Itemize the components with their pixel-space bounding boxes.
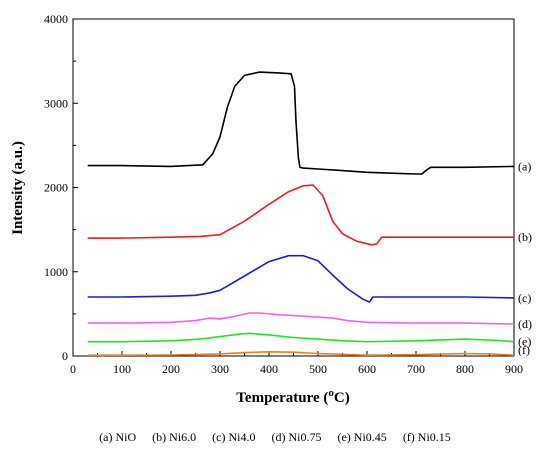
tpr-chart: 0 100 200 300 400 500 600 700 800 900 0 1000 2000 30… [10,12,532,406]
series-label: (c) [518,291,531,305]
x-tick-label: 200 [162,362,180,376]
series-label: (b) [518,230,532,244]
x-tick-label: 100 [113,362,131,376]
series-line-a [87,71,515,175]
y-axis: 0 1000 2000 3000 4000 [44,12,78,363]
series-label: (f) [518,343,530,357]
legend-item: (d) Ni0.75 [271,430,322,444]
y-tick-label: 3000 [44,96,68,110]
y-tick-label: 4000 [44,12,68,26]
series-label: (d) [518,317,532,331]
x-tick-label: 400 [260,362,278,376]
series-line-b [87,184,514,246]
legend-item: (e) Ni0.45 [337,430,387,444]
series-layer [87,71,515,357]
legend-item: (a) NiO [99,430,137,444]
series-label: (e) [518,335,531,349]
legend-item: (c) Ni4.0 [212,430,256,444]
plot-frame [72,18,515,357]
legend-caption: (a) NiO (b) Ni6.0 (c) Ni4.0 (d) Ni0.75 (e) N… [0,430,550,445]
y-tick-label: 0 [62,349,68,363]
series-line-e [87,332,515,343]
series-labels: (a) (b) (c) (d) (e)(f) [518,159,532,357]
series-line-c [87,254,515,303]
legend-item: (f) Ni0.15 [402,430,451,444]
x-tick-label: 800 [456,362,474,376]
series-label: (a) [518,159,531,173]
x-tick-label: 0 [70,362,76,376]
x-tick-label: 600 [358,362,376,376]
x-tick-label: 900 [505,362,523,376]
x-tick-label: 700 [407,362,425,376]
x-axis-title: Temperature (oC) [236,387,349,406]
series-line-f [87,350,515,357]
y-tick-label: 2000 [44,181,68,195]
x-tick-label: 300 [211,362,229,376]
series-line-d [87,312,515,325]
x-tick-label: 500 [309,362,327,376]
legend-item: (b) Ni6.0 [152,430,197,444]
y-tick-label: 1000 [44,265,68,279]
x-axis: 0 100 200 300 400 500 600 700 800 900 [70,351,523,376]
y-axis-title: Intensity (a.u.) [10,141,26,235]
